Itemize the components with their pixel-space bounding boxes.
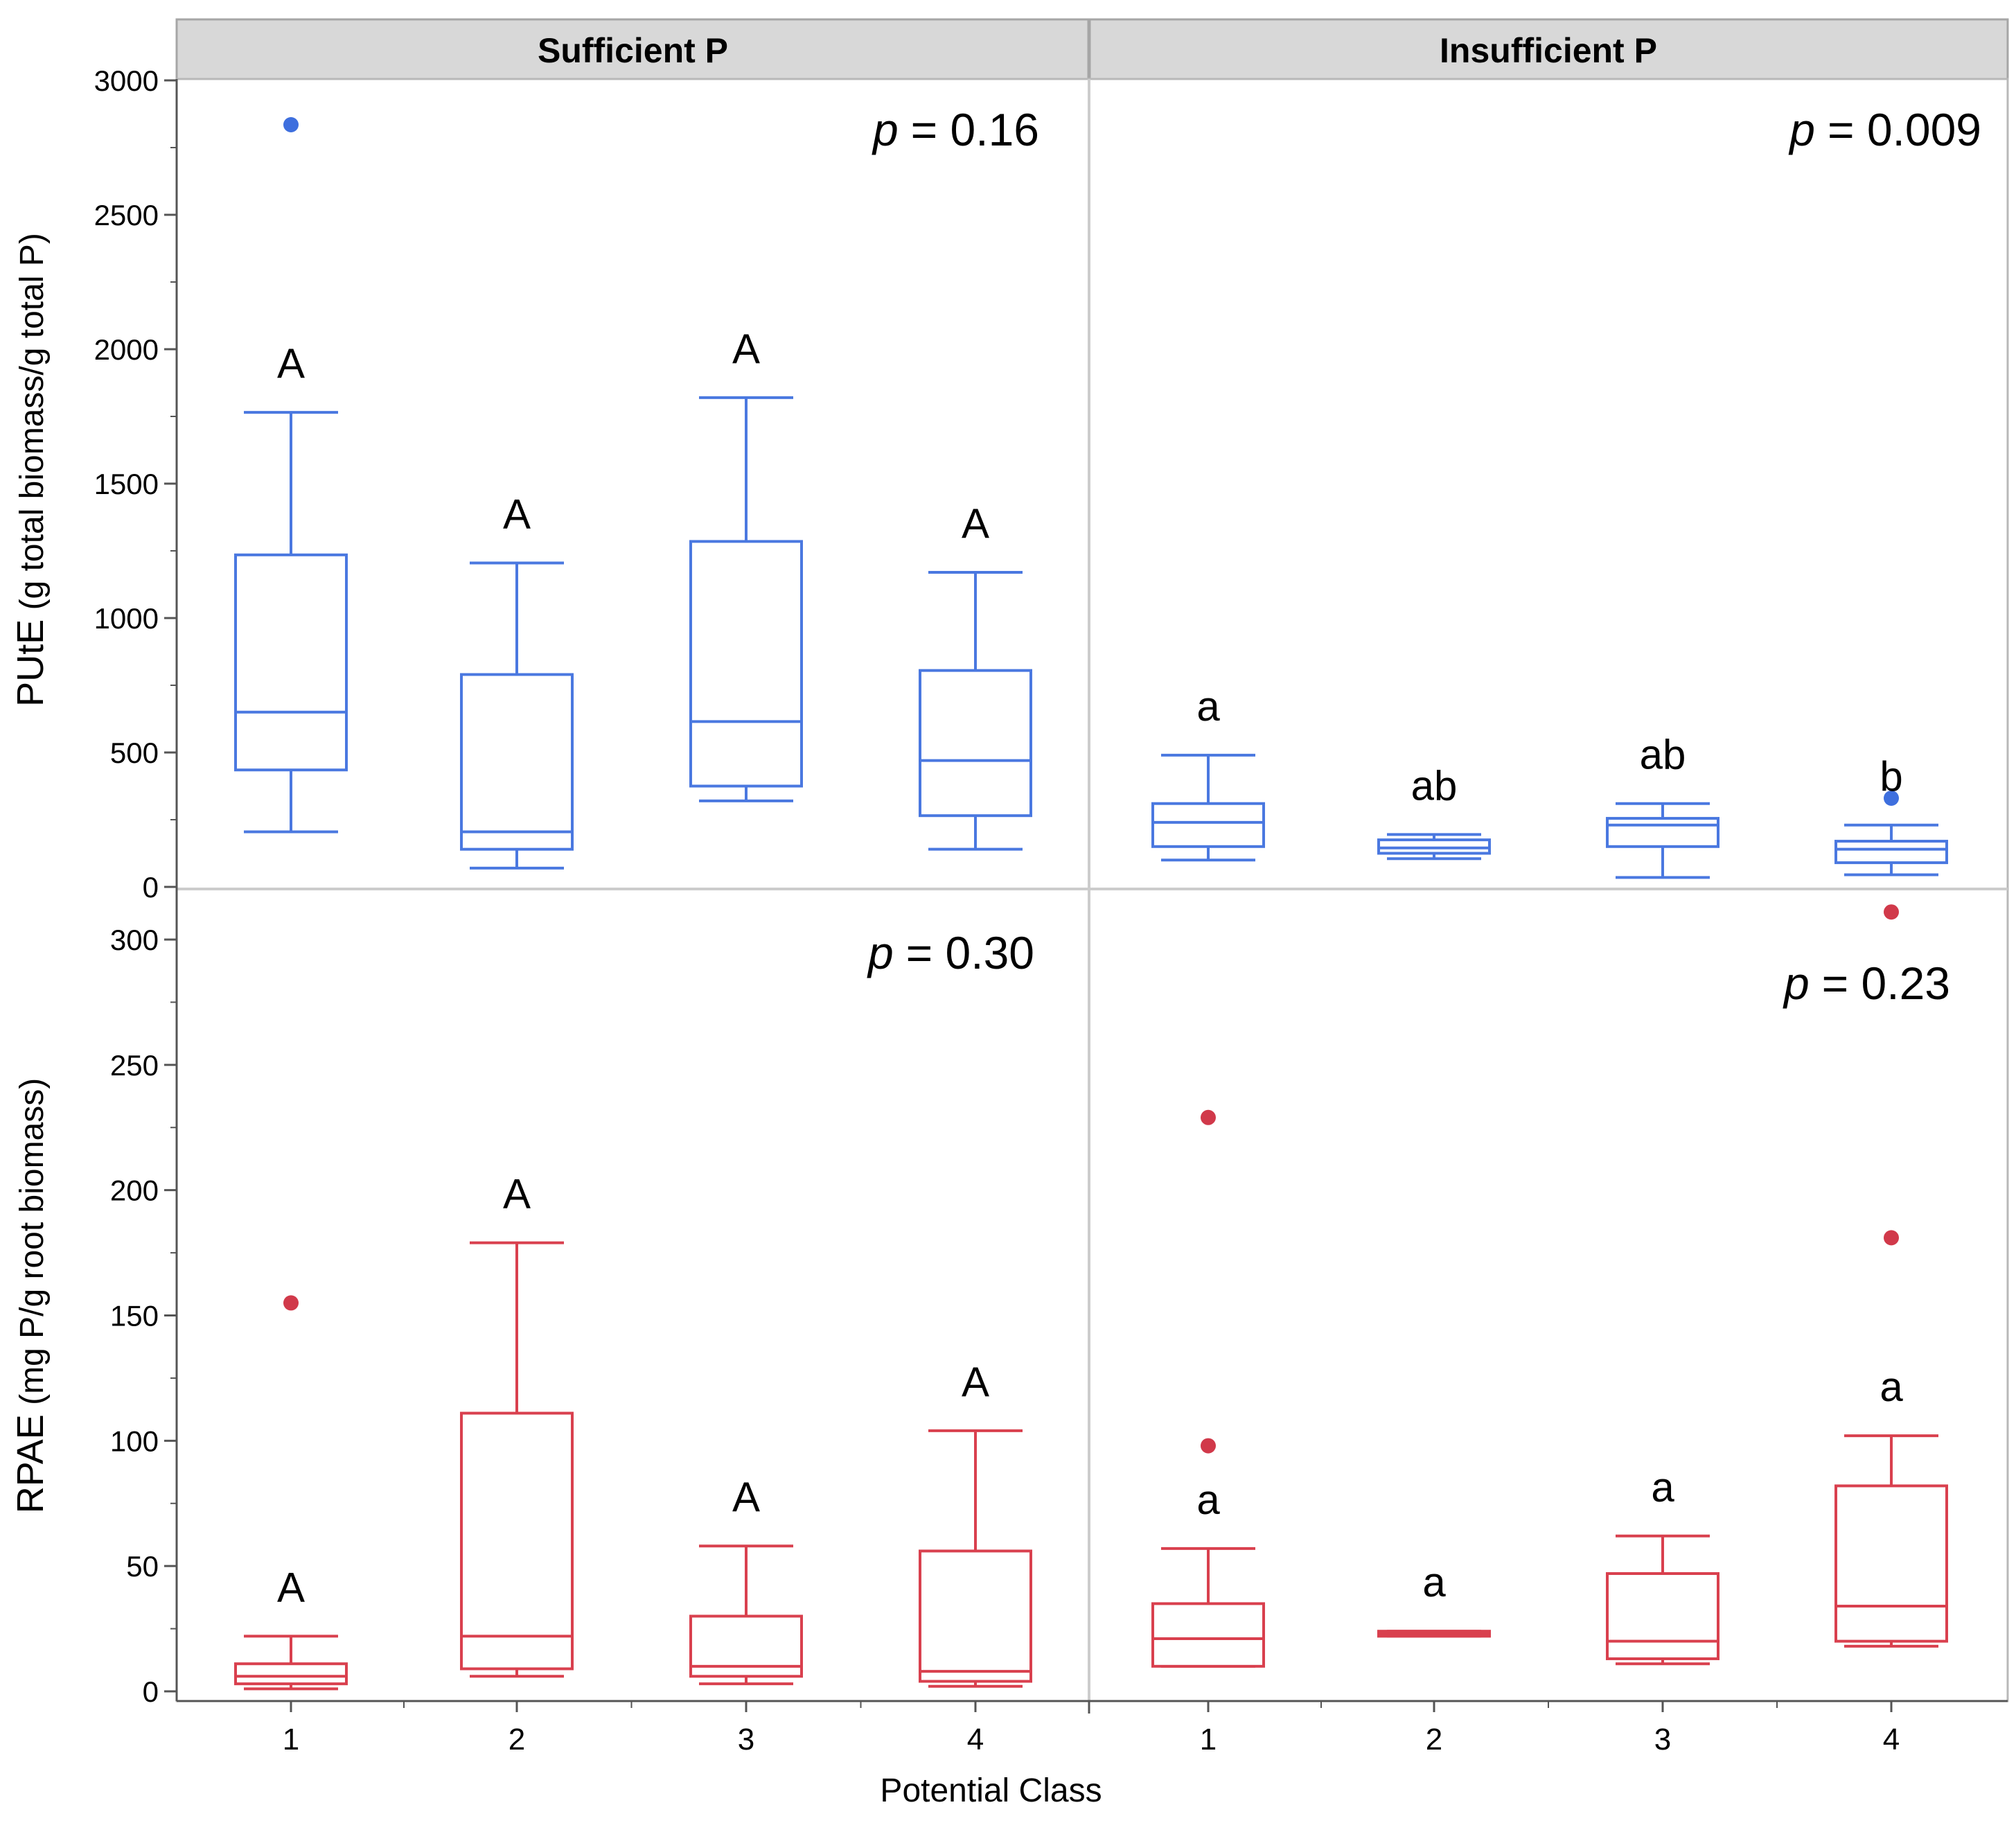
x-tick-label: 1 [1200,1723,1217,1756]
y-axis-label-rest: (mg P/g root biomass) [14,1078,51,1414]
y-axis-label-bottom: RPAE (mg P/g root biomass) [10,1078,51,1514]
y-tick-label: 50 [126,1550,159,1583]
p-value-symbol: p [1783,958,1810,1009]
y-axis-label-lead: RPAE [10,1414,51,1513]
x-tick-label: 2 [1426,1723,1442,1756]
box-bottom-sufficient-class-3 [689,1544,803,1686]
y-tick-label: 300 [110,924,159,956]
y-axis-label-lead: PUtE [10,619,51,707]
box-bottom-insufficient-class-4 [1834,904,1948,1648]
box-bottom-sufficient-class-1 [234,1295,348,1691]
significance-letter: A [503,1171,531,1217]
y-tick-label: 200 [110,1174,159,1207]
iqr-box [1151,802,1265,848]
y-tick-label: 3000 [94,64,159,97]
y-tick-label: 0 [143,1675,159,1708]
y-tick-label: 150 [110,1300,159,1332]
outlier-point [1201,1438,1216,1454]
y-tick-label: 250 [110,1049,159,1082]
outlier-point [283,117,299,133]
box-top-insufficient-class-4 [1834,790,1948,877]
x-tick-label: 3 [738,1723,754,1756]
outlier-point [1201,1109,1216,1125]
iqr-box [460,673,574,851]
p-value-label: p = 0.16 [872,104,1039,155]
y-axis-label-rest: (g total biomass/g total P) [14,233,51,619]
p-value-number: = 0.16 [911,104,1039,155]
x-tick-label: 2 [509,1723,525,1756]
iqr-box [919,669,1032,818]
y-tick-label: 2500 [94,199,159,231]
facet-label-sufficient-p: Sufficient P [538,31,728,70]
outlier-point [1884,1230,1899,1246]
facet-label-insufficient-p: Insufficient P [1440,31,1657,70]
x-tick-label: 1 [283,1723,299,1756]
iqr-box [1151,1602,1265,1668]
iqr-box [234,1662,348,1686]
y-tick-label: 100 [110,1425,159,1457]
outlier-point [1884,790,1899,806]
box-top-insufficient-class-3 [1606,802,1719,879]
iqr-box [1606,1572,1719,1660]
facet-strip-background [175,18,2009,80]
significance-letter: ab [1411,762,1458,809]
box-top-sufficient-class-1 [234,117,348,834]
iqr-box [460,1411,574,1671]
significance-letter: a [1651,1464,1674,1510]
box-bottom-sufficient-class-4 [919,1429,1032,1688]
outlier-point [283,1295,299,1311]
y-axis-label-top: PUtE (g total biomass/g total P) [10,233,51,707]
p-value-number: = 0.30 [906,927,1034,978]
significance-letter: A [277,340,305,387]
p-value-label: p = 0.009 [1788,104,1981,155]
p-value-symbol: p [872,104,899,155]
iqr-box [1606,817,1719,848]
outlier-point [1884,904,1899,920]
y-tick-label: 1500 [94,468,159,500]
p-value-number: = 0.23 [1822,958,1950,1009]
y-tick-label: 0 [143,871,159,904]
box-bottom-insufficient-class-1 [1151,1109,1265,1668]
significance-letter: b [1880,753,1902,800]
significance-letter: a [1196,1477,1220,1523]
significance-letter: A [277,1564,305,1610]
p-value-label: p = 0.23 [1783,958,1950,1009]
p-value-symbol: p [1788,104,1815,155]
box-top-sufficient-class-2 [460,561,574,870]
significance-letter: ab [1640,732,1686,778]
y-tick-label: 1000 [94,602,159,635]
box-bottom-insufficient-class-3 [1606,1534,1719,1666]
significance-letter: A [732,326,760,372]
box-top-insufficient-class-2 [1377,833,1491,861]
iqr-box [689,540,803,788]
y-tick-label: 500 [110,737,159,769]
p-value-number: = 0.009 [1828,104,1981,155]
box-bottom-insufficient-class-2 [1377,1630,1491,1638]
significance-letter: a [1422,1559,1446,1605]
p-value-symbol: p [867,927,894,978]
x-tick-label: 4 [1883,1723,1900,1756]
y-tick-label: 2000 [94,333,159,366]
significance-letter: A [962,500,989,547]
iqr-box [1834,1484,1948,1643]
p-value-label: p = 0.30 [867,927,1034,978]
significance-letter: A [503,491,531,537]
significance-letter: A [962,1359,989,1405]
x-tick-label: 4 [967,1723,984,1756]
x-axis-title: Potential Class [880,1772,1102,1809]
iqr-box [919,1549,1032,1683]
significance-letter: A [732,1474,760,1520]
significance-letter: a [1196,683,1220,730]
box-top-insufficient-class-1 [1151,753,1265,862]
box-bottom-sufficient-class-2 [460,1241,574,1678]
x-tick-label: 3 [1654,1723,1671,1756]
box-top-sufficient-class-3 [689,396,803,802]
box-top-sufficient-class-4 [919,571,1032,851]
iqr-box [1834,840,1948,865]
iqr-box [234,553,348,772]
significance-letter: a [1880,1364,1903,1410]
